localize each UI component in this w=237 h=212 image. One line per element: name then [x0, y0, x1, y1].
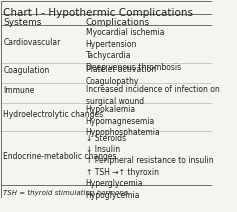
Text: TSH = thyroid stimulating hormone: TSH = thyroid stimulating hormone: [4, 190, 129, 196]
Text: Systems: Systems: [4, 18, 42, 27]
Text: Hydroelectrolytic changes: Hydroelectrolytic changes: [4, 110, 104, 119]
Text: Hypokalemia
Hypomagnesemia
Hypophosphatemia: Hypokalemia Hypomagnesemia Hypophosphate…: [86, 105, 160, 137]
Text: Myocardial ischemia
Hypertension
Tachycardia
Deep venous thrombosis: Myocardial ischemia Hypertension Tachyca…: [86, 28, 181, 72]
Text: Cardiovascular: Cardiovascular: [4, 38, 61, 47]
Text: ↓ Steroids
↓ Insulin
↑ Peripheral resistance to insulin
↑ TSH →↑ thyroxin
Hyperg: ↓ Steroids ↓ Insulin ↑ Peripheral resist…: [86, 134, 213, 200]
Text: Endocrine-metabolic changes: Endocrine-metabolic changes: [4, 152, 117, 160]
Text: Immune: Immune: [4, 86, 35, 95]
Text: Complications: Complications: [86, 18, 150, 27]
Text: Platelet activation
Coagulopathy: Platelet activation Coagulopathy: [86, 65, 156, 86]
Text: Increased incidence of infection on
surgical wound: Increased incidence of infection on surg…: [86, 85, 219, 106]
Text: Coagulation: Coagulation: [4, 66, 50, 75]
Text: Chart I - Hypothermic Complications: Chart I - Hypothermic Complications: [4, 8, 193, 18]
